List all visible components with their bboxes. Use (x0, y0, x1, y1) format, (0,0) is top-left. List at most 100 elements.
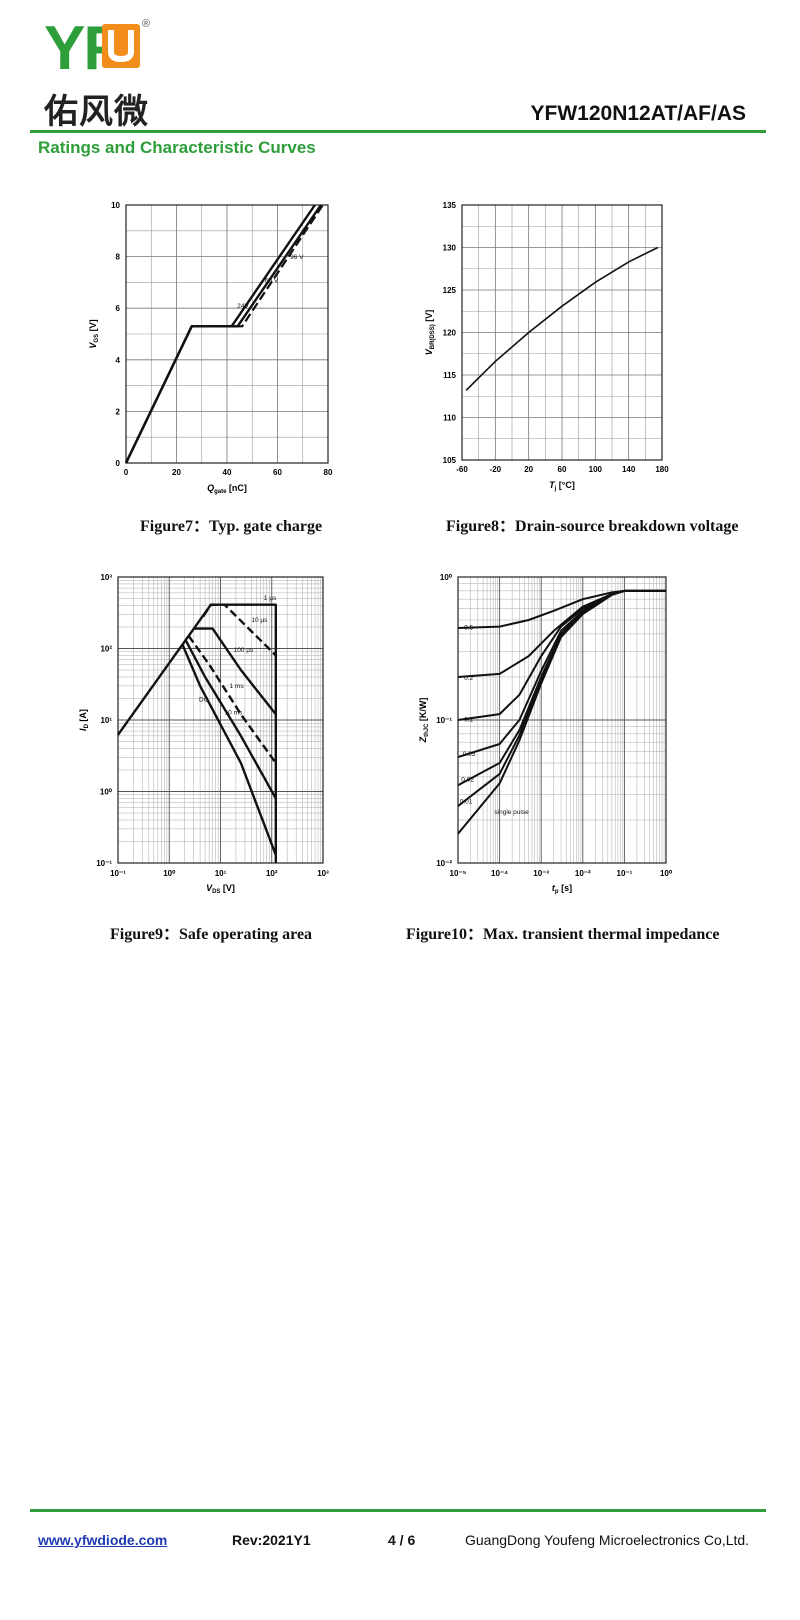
series-line (457, 589, 666, 629)
x-tick-label: 20 (172, 468, 181, 477)
series-label: 10 µs (251, 617, 268, 624)
revision-text: Rev:2021Y1 (232, 1532, 311, 1548)
y-axis-label: ZthJC [K/W] (418, 698, 430, 744)
y-tick-label: 10¹ (100, 716, 112, 725)
series-label: 24V (237, 303, 249, 310)
series-label: single pulse (494, 809, 529, 816)
y-tick-label: 120 (443, 329, 457, 338)
series-label: 0.05 (463, 751, 476, 758)
section-title: Ratings and Characteristic Curves (38, 138, 316, 157)
company-name: GuangDong Youfeng Microelectronics Co,Lt… (465, 1532, 750, 1548)
x-tick-label: 140 (622, 465, 636, 474)
x-tick-label: -60 (456, 465, 468, 474)
series-line (124, 204, 322, 464)
website-link[interactable]: www.yfwdiode.com (38, 1532, 168, 1548)
x-tick-label: 10⁰ (163, 869, 176, 878)
y-tick-label: 10⁰ (100, 788, 113, 797)
y-tick-label: 135 (443, 201, 457, 210)
series-line (184, 639, 277, 799)
x-tick-label: 10¹ (215, 869, 227, 878)
x-tick-label: 60 (273, 468, 282, 477)
y-axis-label: VGS [V] (88, 319, 100, 348)
series-line (193, 627, 277, 716)
x-axis-label: VDS [V] (206, 883, 235, 895)
y-tick-label: 10⁻¹ (436, 716, 452, 725)
series-label: 60 V (265, 277, 279, 284)
x-tick-label: 10⁻³ (533, 869, 549, 878)
x-tick-label: -20 (490, 465, 502, 474)
y-axis-label: VBR(DSS) [V] (424, 310, 436, 356)
x-tick-label: 180 (655, 465, 669, 474)
registered-mark: ® (142, 18, 151, 30)
y-tick-label: 4 (116, 356, 121, 365)
header-rule (30, 130, 766, 133)
y-axis-label: ID [A] (78, 709, 90, 731)
logo-chinese-name: 佑风微 (44, 92, 149, 132)
series-line (117, 603, 278, 863)
series-line (187, 635, 277, 764)
x-tick-label: 80 (324, 468, 333, 477)
y-tick-label: 6 (116, 304, 121, 313)
figure10-caption: Figure10：Max. transient thermal impedanc… (406, 926, 720, 943)
x-tick-label: 0 (124, 468, 129, 477)
series-label: 1 ms (230, 683, 245, 690)
series-label: 0.2 (464, 675, 473, 682)
series-line (181, 643, 277, 856)
footer-rule (30, 1509, 766, 1512)
y-tick-label: 2 (116, 407, 121, 416)
y-tick-label: 10 (111, 201, 120, 210)
y-tick-label: 105 (443, 456, 457, 465)
x-tick-label: 10² (266, 869, 278, 878)
series-label: 0.02 (461, 777, 474, 784)
series-label: 10 ms (225, 709, 243, 716)
y-tick-label: 10³ (100, 573, 112, 582)
x-tick-label: 10⁻¹ (617, 869, 633, 878)
plot-frame (117, 576, 324, 864)
x-tick-label: 10⁻¹ (110, 869, 126, 878)
x-tick-label: 40 (223, 468, 232, 477)
series-label: 0.1 (464, 716, 473, 723)
y-tick-label: 125 (443, 286, 457, 295)
y-tick-label: 130 (443, 244, 457, 253)
y-tick-label: 110 (443, 414, 456, 423)
x-axis-label: Qgate [nC] (207, 483, 247, 495)
figure8-caption: Figure8：Drain-source breakdown voltage (446, 518, 739, 535)
x-tick-label: 10⁻² (575, 869, 591, 878)
part-number: YFW120N12AT/AF/AS (530, 102, 747, 125)
y-tick-label: 0 (116, 459, 121, 468)
y-tick-label: 10⁻¹ (96, 859, 112, 868)
y-tick-label: 115 (443, 371, 456, 380)
footer-website-wrap: www.yfwdiode.com (38, 1532, 167, 1548)
x-tick-label: 10⁻⁵ (450, 869, 467, 878)
series-line (457, 589, 666, 835)
company-logo: YF ® 佑风微 (38, 18, 168, 133)
figure9-safe-operating-area-chart: 10⁻¹ 10⁰ 10¹ 10² 10³ 10⁻¹ 10⁰ 10¹ 10² 10³ VDS [V] I… (78, 573, 329, 895)
x-axis-label: tp [s] (552, 883, 572, 895)
series-label: 100 µs (234, 647, 254, 654)
plot-frame (461, 204, 663, 461)
x-tick-label: 20 (524, 465, 533, 474)
page-number: 4 / 6 (388, 1532, 416, 1548)
series-label: 96 V (290, 254, 304, 261)
x-tick-label: 10³ (317, 869, 329, 878)
series-label: 1 µs (264, 595, 277, 602)
figure8-breakdown-voltage-chart: -60 -20 20 60 100 140 180 105 110 115 120 125 130 135… (424, 201, 669, 492)
y-tick-label: 10² (100, 645, 112, 654)
series-label: DC (199, 697, 209, 704)
y-tick-label: 10⁰ (440, 573, 453, 582)
series-line (202, 603, 277, 657)
y-tick-label: 8 (116, 253, 121, 262)
logo-u-mark (102, 24, 140, 68)
figure7-caption: Figure7：Typ. gate charge (140, 518, 323, 535)
series-label: 0.01 (460, 799, 473, 806)
plot-frame (125, 204, 329, 464)
x-tick-label: 10⁻⁴ (491, 869, 508, 878)
series-line (465, 246, 659, 391)
x-tick-label: 10⁰ (660, 869, 673, 878)
y-tick-label: 10⁻² (436, 859, 452, 868)
figure7-gate-charge-chart: 0 20 40 60 80 0 2 4 6 8 10 Qgate [nC] VGS [V] 96 V 60 … (88, 201, 333, 495)
x-axis-label: Tj [°C] (549, 480, 575, 492)
figure10-thermal-impedance-chart: 10⁻⁵ 10⁻⁴ 10⁻³ 10⁻² 10⁻¹ 10⁰ 10⁻² 10⁻¹ 10⁰ tp [s]… (418, 573, 673, 895)
x-tick-label: 100 (589, 465, 603, 474)
series-label: 0.5 (464, 624, 473, 631)
